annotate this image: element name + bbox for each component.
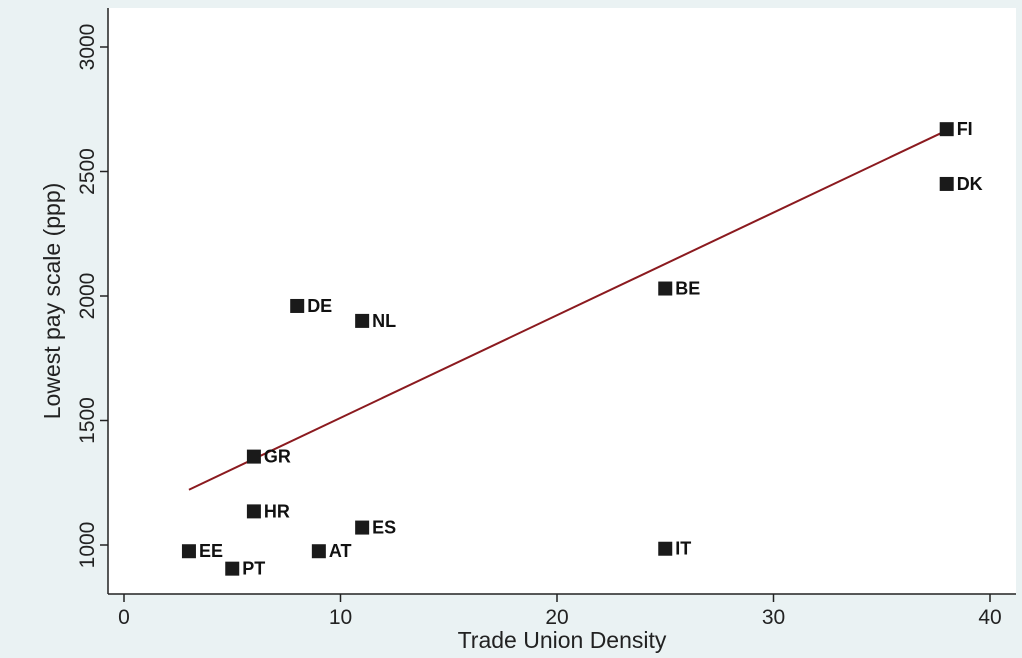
point-label-fi: FI [957,119,973,139]
point-label-dk: DK [957,174,983,194]
plot-area [108,8,1016,594]
point-label-de: DE [307,296,332,316]
point-marker-pt [225,561,240,576]
point-marker-de [290,298,305,313]
point-label-it: IT [675,539,691,559]
y-axis: 1000 1500 2000 2500 3000 [76,8,109,594]
x-axis-title: Trade Union Density [458,627,667,653]
y-tick-label: 2500 [76,148,99,195]
point-marker-es [355,520,370,535]
x-tick-label: 20 [545,606,568,629]
y-tick-label: 2000 [76,273,99,320]
point-marker-ee [181,544,196,559]
point-marker-be [658,281,673,296]
y-tick-label: 1000 [76,522,99,569]
point-label-es: ES [372,518,396,538]
x-tick-label: 0 [118,606,130,629]
point-marker-hr [246,504,261,519]
point-marker-gr [246,449,261,464]
point-label-nl: NL [372,311,396,331]
y-axis-title: Lowest pay scale (ppp) [39,183,65,420]
point-label-gr: GR [264,447,291,467]
x-tick-label: 30 [762,606,785,629]
y-tick-label: 3000 [76,24,99,71]
point-label-be: BE [675,279,700,299]
y-tick-label: 1500 [76,397,99,444]
point-label-at: AT [329,541,352,561]
x-tick-label: 40 [978,606,1001,629]
point-marker-fi [939,122,954,137]
x-tick-label: 10 [329,606,352,629]
point-label-hr: HR [264,501,290,521]
point-label-ee: EE [199,541,223,561]
point-label-pt: PT [242,559,265,579]
point-marker-nl [355,313,370,328]
data-points: FI DK BE DE NL GR HR ES IT AT EE PT [181,119,983,579]
point-marker-dk [939,176,954,191]
fit-line [188,129,948,491]
point-marker-at [311,544,326,559]
x-axis: 0 10 20 30 40 [108,593,1016,629]
point-marker-it [658,541,673,556]
